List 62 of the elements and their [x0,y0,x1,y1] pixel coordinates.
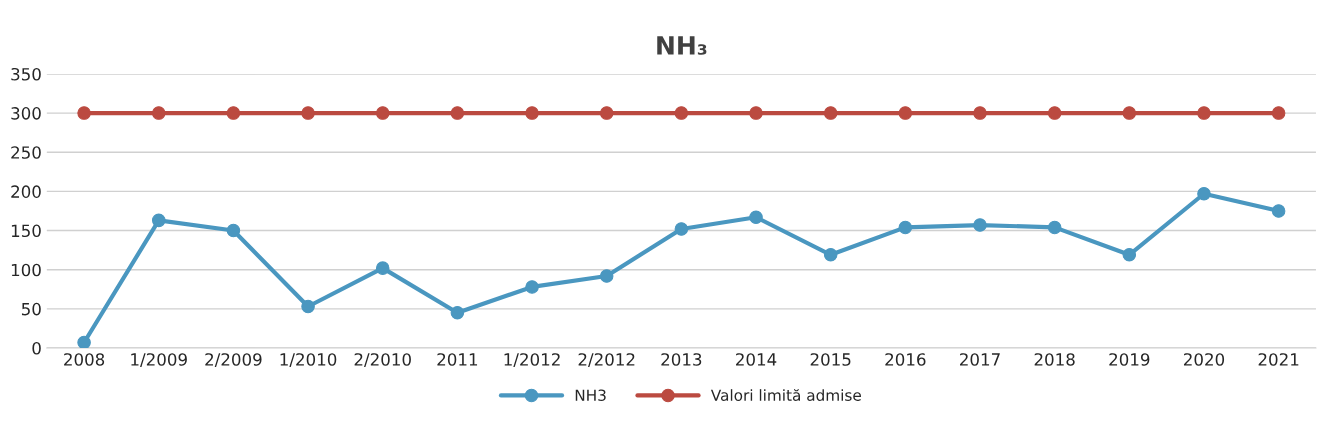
x-tick-label: 2011 [437,353,478,366]
point [1271,204,1286,218]
x-tick-label: 2020 [1183,353,1225,366]
point [151,106,166,120]
chart-title: NH₃ [657,36,707,55]
point [525,280,539,294]
point [823,248,838,262]
x-tick-label: 2021 [1258,353,1299,366]
point [1197,106,1211,120]
point [77,335,91,348]
x-tick-label: 2016 [885,353,926,366]
x-tick-label: 2/2012 [578,353,635,368]
point [1271,106,1286,120]
point [1122,106,1137,120]
y-tick-label: 0 [32,341,41,355]
x-tick-label: 2008 [64,353,105,366]
y-tick-label: 100 [11,263,41,277]
point [749,210,763,225]
point [973,218,987,232]
x-tick-label: 2017 [960,353,1000,366]
y-tick-label: 50 [21,302,41,316]
point [674,106,689,120]
point [375,106,390,120]
point [898,220,913,235]
point [77,106,91,120]
point [226,223,241,238]
point [898,106,913,120]
point [450,306,465,320]
x-tick-label: 2/2009 [205,353,262,368]
y-tick-label: 300 [11,107,41,120]
point [674,222,689,236]
point [1047,106,1062,120]
y-tick-label: 350 [11,67,41,81]
point [1197,186,1211,201]
point [823,106,838,120]
legend-label: NH3 [575,389,606,401]
point [1047,220,1062,235]
x-tick-label: 2/2010 [354,353,411,368]
y-tick-label: 250 [11,146,41,159]
x-tick-label: 1/2010 [280,353,337,368]
x-tick-label: 2015 [810,353,851,366]
x-tick-label: 2013 [661,353,702,366]
point [599,106,614,120]
x-tick-label: 2019 [1109,353,1150,366]
legend-label: Valori limită admise [710,389,861,401]
point [749,106,763,120]
point [450,106,465,120]
point [525,106,539,120]
point [1122,248,1137,262]
point [226,106,241,120]
y-tick-label: 150 [11,224,41,238]
y-tick-label: 200 [11,185,41,198]
point [599,269,614,283]
point [151,213,166,228]
point [973,106,987,120]
x-tick-label: 1/2012 [504,353,560,368]
x-tick-label: 2014 [736,353,777,366]
point [301,299,315,314]
point [301,106,315,120]
x-tick-label: 1/2009 [131,353,187,368]
point [375,261,390,275]
x-tick-label: 2018 [1034,353,1075,366]
